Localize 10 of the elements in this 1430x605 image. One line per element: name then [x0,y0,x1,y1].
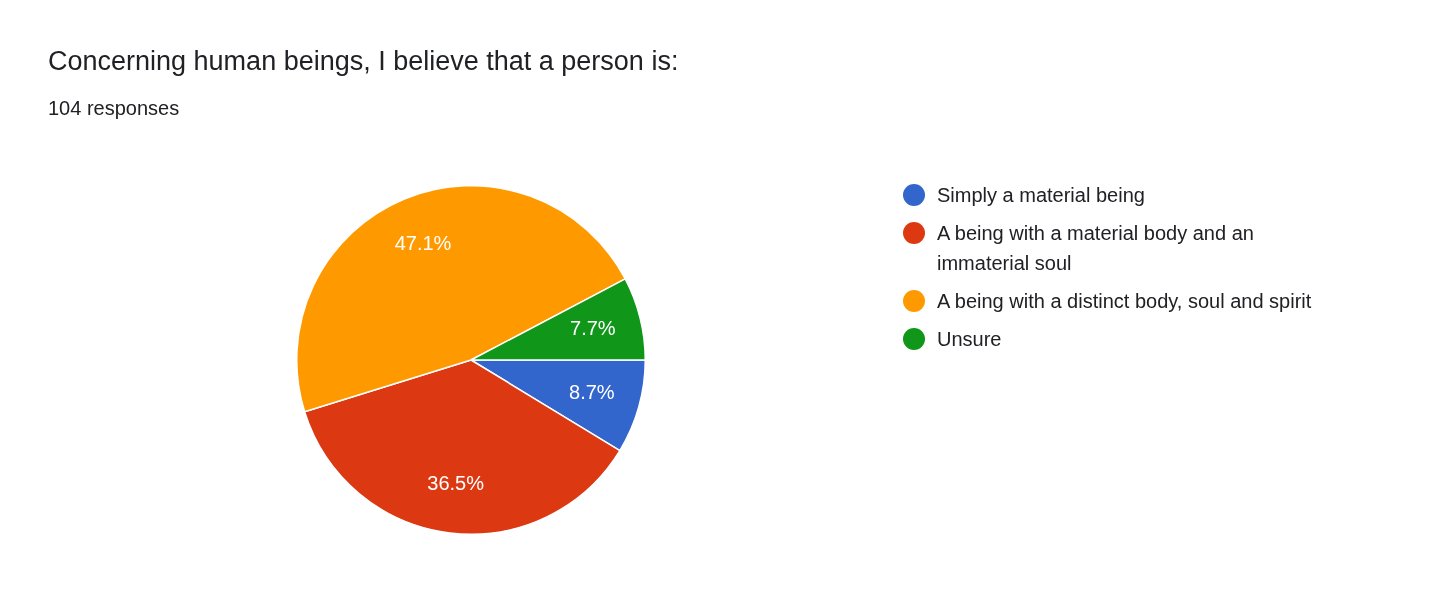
legend-label: Unsure [937,327,1002,352]
legend-label: Simply a material being [937,183,1145,208]
legend-label: A being with a material body and an immaterial soul [937,221,1255,276]
chart-title: Concerning human beings, I believe that a person is: [48,46,679,77]
text: 104 responses [48,97,180,120]
legend-label: A being with a distinct body, soul and spirit [937,289,1312,314]
data-label: 36.5% [427,472,485,495]
data-label: 7.7% [570,317,616,340]
data-label: 47.1% [394,231,452,254]
data-label: 8.7% [569,381,615,404]
